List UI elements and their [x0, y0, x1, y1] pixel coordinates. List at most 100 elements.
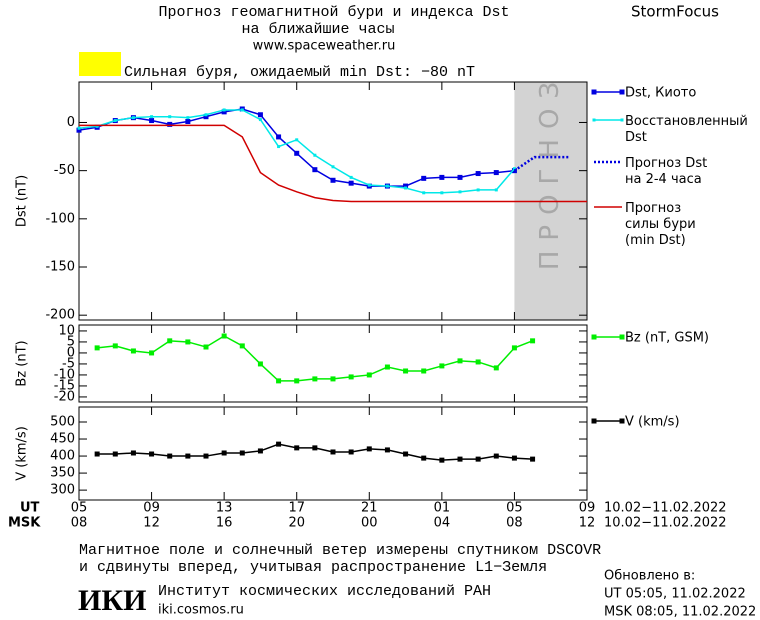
subtitle: на ближайшие часы: [241, 21, 394, 38]
institute-url: iki.cosmos.ru: [158, 603, 244, 618]
data-point: [276, 378, 282, 384]
data-point: [313, 153, 317, 157]
legend-marker: [619, 89, 625, 95]
data-point: [221, 450, 227, 456]
series-line: [78, 108, 515, 187]
data-point: [348, 449, 354, 455]
data-point: [312, 376, 318, 382]
legend-marker: [592, 118, 596, 122]
y-tick-label: -150: [45, 260, 75, 275]
forecast-label: ПРОГНОЗ: [535, 72, 565, 270]
data-point: [422, 191, 426, 195]
note: и сдвинуты вперед, учитывая распростране…: [79, 559, 547, 576]
data-point: [185, 119, 191, 125]
data-point: [349, 175, 353, 179]
plot-frame: [78, 406, 588, 501]
data-point: [221, 109, 227, 115]
y-tick-label: 300: [50, 483, 75, 498]
y-tick-label: 0: [67, 115, 75, 130]
data-point: [457, 456, 463, 462]
storm-label: Сильная буря, ожидаемый min Dst: −80 nT: [124, 64, 475, 81]
legend-label: Dst, Киото: [625, 86, 696, 101]
data-point: [512, 167, 516, 171]
y-tick-label: -200: [45, 308, 75, 323]
data-point: [366, 372, 372, 378]
legend-label: Bz (nT, GSM): [625, 331, 709, 346]
y-tick-label: 0: [67, 345, 75, 360]
legend-marker: [619, 418, 625, 424]
x-tick-label: 17: [288, 501, 305, 516]
legend-marker: [591, 89, 597, 95]
data-point: [475, 171, 481, 177]
data-point: [476, 188, 480, 192]
data-point: [494, 188, 498, 192]
data-point: [511, 455, 517, 461]
series-line: [79, 124, 587, 203]
data-point: [331, 165, 335, 169]
data-point: [421, 368, 427, 374]
x-tick-label: 13: [216, 501, 233, 516]
y-tick-label: 5: [67, 334, 75, 349]
data-point: [240, 108, 244, 112]
data-point: [112, 451, 118, 457]
x2-tick-label: 12: [579, 516, 596, 531]
institute: Институт космических исследований РАН: [158, 583, 491, 600]
data-point: [167, 453, 173, 459]
data-point: [149, 118, 155, 124]
legend-marker: [619, 334, 625, 340]
data-point: [457, 174, 463, 180]
data-point: [221, 333, 227, 339]
data-point: [330, 177, 336, 183]
y-tick-label: 350: [50, 466, 75, 481]
y-tick-label: 10: [58, 323, 75, 338]
x-tick-label: 01: [434, 501, 451, 516]
data-point: [276, 134, 282, 140]
updated-time: UT 05:05, 11.02.2022: [604, 587, 746, 602]
data-point: [149, 451, 155, 457]
y-tick-label: -10: [54, 367, 75, 382]
data-point: [239, 343, 245, 349]
data-point: [167, 338, 173, 344]
data-point: [257, 112, 263, 118]
y-tick-label: -15: [54, 378, 75, 393]
y-tick-label: -5: [62, 356, 75, 371]
x2-axis-label: MSK: [8, 516, 41, 531]
date-range: 10.02−11.02.2022: [604, 501, 727, 516]
x2-tick-label: 16: [216, 516, 233, 531]
data-point: [112, 343, 118, 349]
data-point: [150, 115, 154, 119]
data-point: [475, 456, 481, 462]
data-point: [511, 345, 517, 351]
plot-frame: [78, 324, 588, 403]
data-point: [367, 183, 371, 187]
data-point: [149, 350, 155, 356]
data-point: [295, 138, 299, 142]
updated-time: MSK 08:05, 11.02.2022: [604, 605, 756, 620]
data-point: [294, 150, 300, 156]
series-line: [97, 335, 533, 382]
data-point: [384, 447, 390, 453]
data-point: [131, 116, 135, 120]
x2-tick-label: 12: [143, 516, 160, 531]
x-tick-label: 21: [361, 501, 378, 516]
data-point: [239, 450, 245, 456]
data-point: [168, 115, 172, 119]
x-tick-label: 05: [506, 501, 523, 516]
data-point: [312, 445, 318, 451]
data-point: [222, 108, 226, 112]
data-point: [167, 121, 173, 127]
legend-marker: [591, 418, 597, 424]
data-point: [276, 441, 282, 447]
data-point: [530, 456, 536, 462]
data-point: [439, 457, 445, 463]
title: Прогноз геомагнитной бури и индекса Dst: [158, 4, 509, 21]
storm-color-box: [79, 52, 121, 76]
data-point: [203, 453, 209, 459]
data-point: [330, 449, 336, 455]
data-point: [403, 451, 409, 457]
data-point: [493, 453, 499, 459]
data-point: [439, 174, 445, 180]
data-point: [94, 451, 100, 457]
data-point: [294, 445, 300, 451]
data-point: [530, 338, 536, 344]
